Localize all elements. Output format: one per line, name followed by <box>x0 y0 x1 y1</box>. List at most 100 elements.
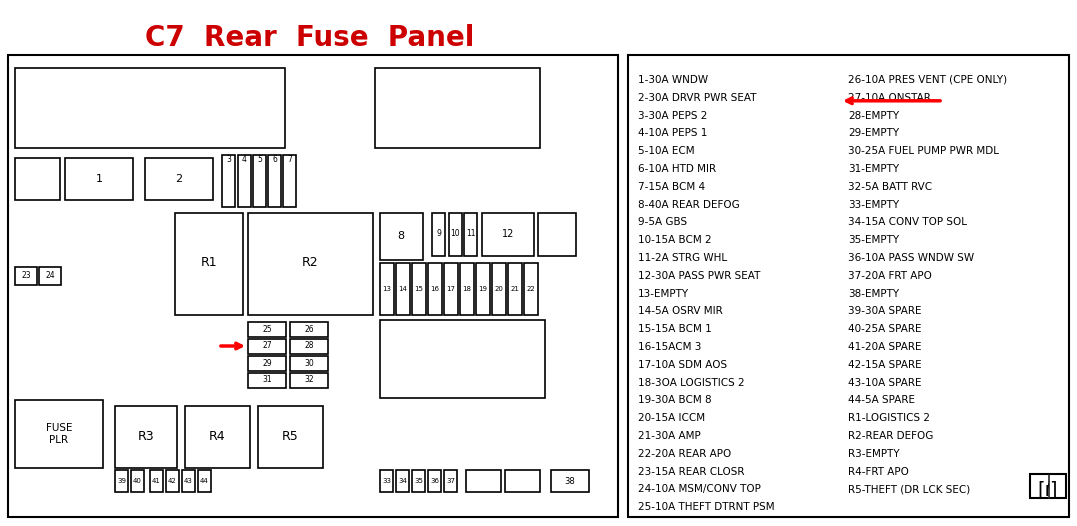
Text: 15: 15 <box>415 286 423 292</box>
Text: R4-FRT APO: R4-FRT APO <box>848 467 909 477</box>
Bar <box>482 213 534 256</box>
Bar <box>460 263 474 315</box>
Text: 37: 37 <box>446 478 454 484</box>
Text: 20-15A ICCM: 20-15A ICCM <box>638 413 705 423</box>
Bar <box>150 470 163 492</box>
Bar <box>290 373 328 388</box>
Text: R2: R2 <box>302 257 319 269</box>
Text: 10-15A BCM 2: 10-15A BCM 2 <box>638 235 712 245</box>
Text: 41: 41 <box>152 478 160 484</box>
Text: 23-15A REAR CLOSR: 23-15A REAR CLOSR <box>638 467 744 477</box>
Text: 3: 3 <box>226 155 230 164</box>
Text: R1: R1 <box>200 257 218 269</box>
Text: 24-10A MSM/CONV TOP: 24-10A MSM/CONV TOP <box>638 484 760 494</box>
Text: 2-30A DRVR PWR SEAT: 2-30A DRVR PWR SEAT <box>638 93 756 103</box>
Text: 30-25A FUEL PUMP PWR MDL: 30-25A FUEL PUMP PWR MDL <box>848 146 999 156</box>
Bar <box>15 68 285 148</box>
Text: 42: 42 <box>168 478 177 484</box>
Bar <box>115 406 177 468</box>
Bar <box>174 213 243 315</box>
Text: 13: 13 <box>382 286 392 292</box>
Bar <box>444 470 457 492</box>
Bar <box>464 213 477 256</box>
Text: 44-5A SPARE: 44-5A SPARE <box>848 396 915 406</box>
Bar <box>248 322 286 337</box>
Text: 14-5A OSRV MIR: 14-5A OSRV MIR <box>638 307 723 317</box>
Text: 36: 36 <box>430 478 439 484</box>
Text: 35: 35 <box>414 478 423 484</box>
Text: 7: 7 <box>288 155 292 164</box>
Bar <box>166 470 179 492</box>
Text: 40-25A SPARE: 40-25A SPARE <box>848 324 922 334</box>
Bar <box>248 339 286 354</box>
Text: 9-5A GBS: 9-5A GBS <box>638 217 687 227</box>
Text: 7-15A BCM 4: 7-15A BCM 4 <box>638 182 705 192</box>
Text: 38: 38 <box>564 477 575 485</box>
Bar <box>290 356 328 371</box>
Bar <box>185 406 250 468</box>
Text: 22: 22 <box>527 286 535 292</box>
Text: 18: 18 <box>462 286 472 292</box>
Text: 8-40A REAR DEFOG: 8-40A REAR DEFOG <box>638 199 740 209</box>
Text: 3-30A PEPS 2: 3-30A PEPS 2 <box>638 110 708 120</box>
Text: 24: 24 <box>45 271 55 280</box>
Text: 19: 19 <box>478 286 488 292</box>
Text: 34-15A CONV TOP SOL: 34-15A CONV TOP SOL <box>848 217 967 227</box>
Text: 16: 16 <box>431 286 439 292</box>
Text: 41-20A SPARE: 41-20A SPARE <box>848 342 922 352</box>
Text: 13-EMPTY: 13-EMPTY <box>638 289 689 299</box>
Bar <box>412 470 425 492</box>
Text: 17-10A SDM AOS: 17-10A SDM AOS <box>638 360 727 370</box>
Text: 36-10A PASS WNDW SW: 36-10A PASS WNDW SW <box>848 253 974 263</box>
Bar <box>466 470 501 492</box>
Text: R5-THEFT (DR LCK SEC): R5-THEFT (DR LCK SEC) <box>848 484 970 494</box>
Bar <box>428 470 440 492</box>
Bar <box>628 55 1069 517</box>
Text: 11: 11 <box>465 229 475 238</box>
Text: 22-20A REAR APO: 22-20A REAR APO <box>638 449 731 459</box>
Text: 20: 20 <box>494 286 503 292</box>
Bar <box>15 158 60 200</box>
Text: 37-20A FRT APO: 37-20A FRT APO <box>848 271 932 281</box>
Text: 10: 10 <box>450 229 460 238</box>
Text: 6-10A HTD MIR: 6-10A HTD MIR <box>638 164 716 174</box>
Bar <box>412 263 426 315</box>
Text: 40: 40 <box>134 478 142 484</box>
Bar <box>449 213 462 256</box>
Text: 21: 21 <box>510 286 519 292</box>
Text: 11-2A STRG WHL: 11-2A STRG WHL <box>638 253 727 263</box>
Bar <box>248 213 373 315</box>
Text: 23: 23 <box>22 271 31 280</box>
Bar <box>396 470 409 492</box>
Bar <box>396 263 410 315</box>
Bar <box>380 320 545 398</box>
Bar <box>268 155 281 207</box>
Text: 35-EMPTY: 35-EMPTY <box>848 235 899 245</box>
Text: C7  Rear  Fuse  Panel: C7 Rear Fuse Panel <box>145 24 475 52</box>
Text: 6: 6 <box>272 155 277 164</box>
Text: 28-EMPTY: 28-EMPTY <box>848 110 899 120</box>
Text: 26: 26 <box>304 325 313 333</box>
Bar <box>253 155 266 207</box>
Text: 4: 4 <box>242 155 247 164</box>
Bar <box>432 213 445 256</box>
Text: [ı]: [ı] <box>1038 480 1059 500</box>
Text: 31-EMPTY: 31-EMPTY <box>848 164 899 174</box>
Text: R1-LOGISTICS 2: R1-LOGISTICS 2 <box>848 413 931 423</box>
Text: 1-30A WNDW: 1-30A WNDW <box>638 75 708 85</box>
Text: 29-EMPTY: 29-EMPTY <box>848 128 899 138</box>
Text: R3: R3 <box>138 430 154 443</box>
Bar <box>524 263 538 315</box>
Text: 9: 9 <box>436 229 440 238</box>
Text: 33: 33 <box>382 478 391 484</box>
Bar <box>145 158 213 200</box>
Bar <box>15 400 103 468</box>
Text: 32: 32 <box>304 376 313 385</box>
Text: 18-3OA LOGISTICS 2: 18-3OA LOGISTICS 2 <box>638 378 744 388</box>
Bar <box>380 470 393 492</box>
Text: 2: 2 <box>176 174 183 184</box>
Bar <box>444 263 458 315</box>
Text: 12: 12 <box>502 229 514 239</box>
Text: 25-10A THEFT DTRNT PSM: 25-10A THEFT DTRNT PSM <box>638 502 774 512</box>
Bar <box>131 470 144 492</box>
